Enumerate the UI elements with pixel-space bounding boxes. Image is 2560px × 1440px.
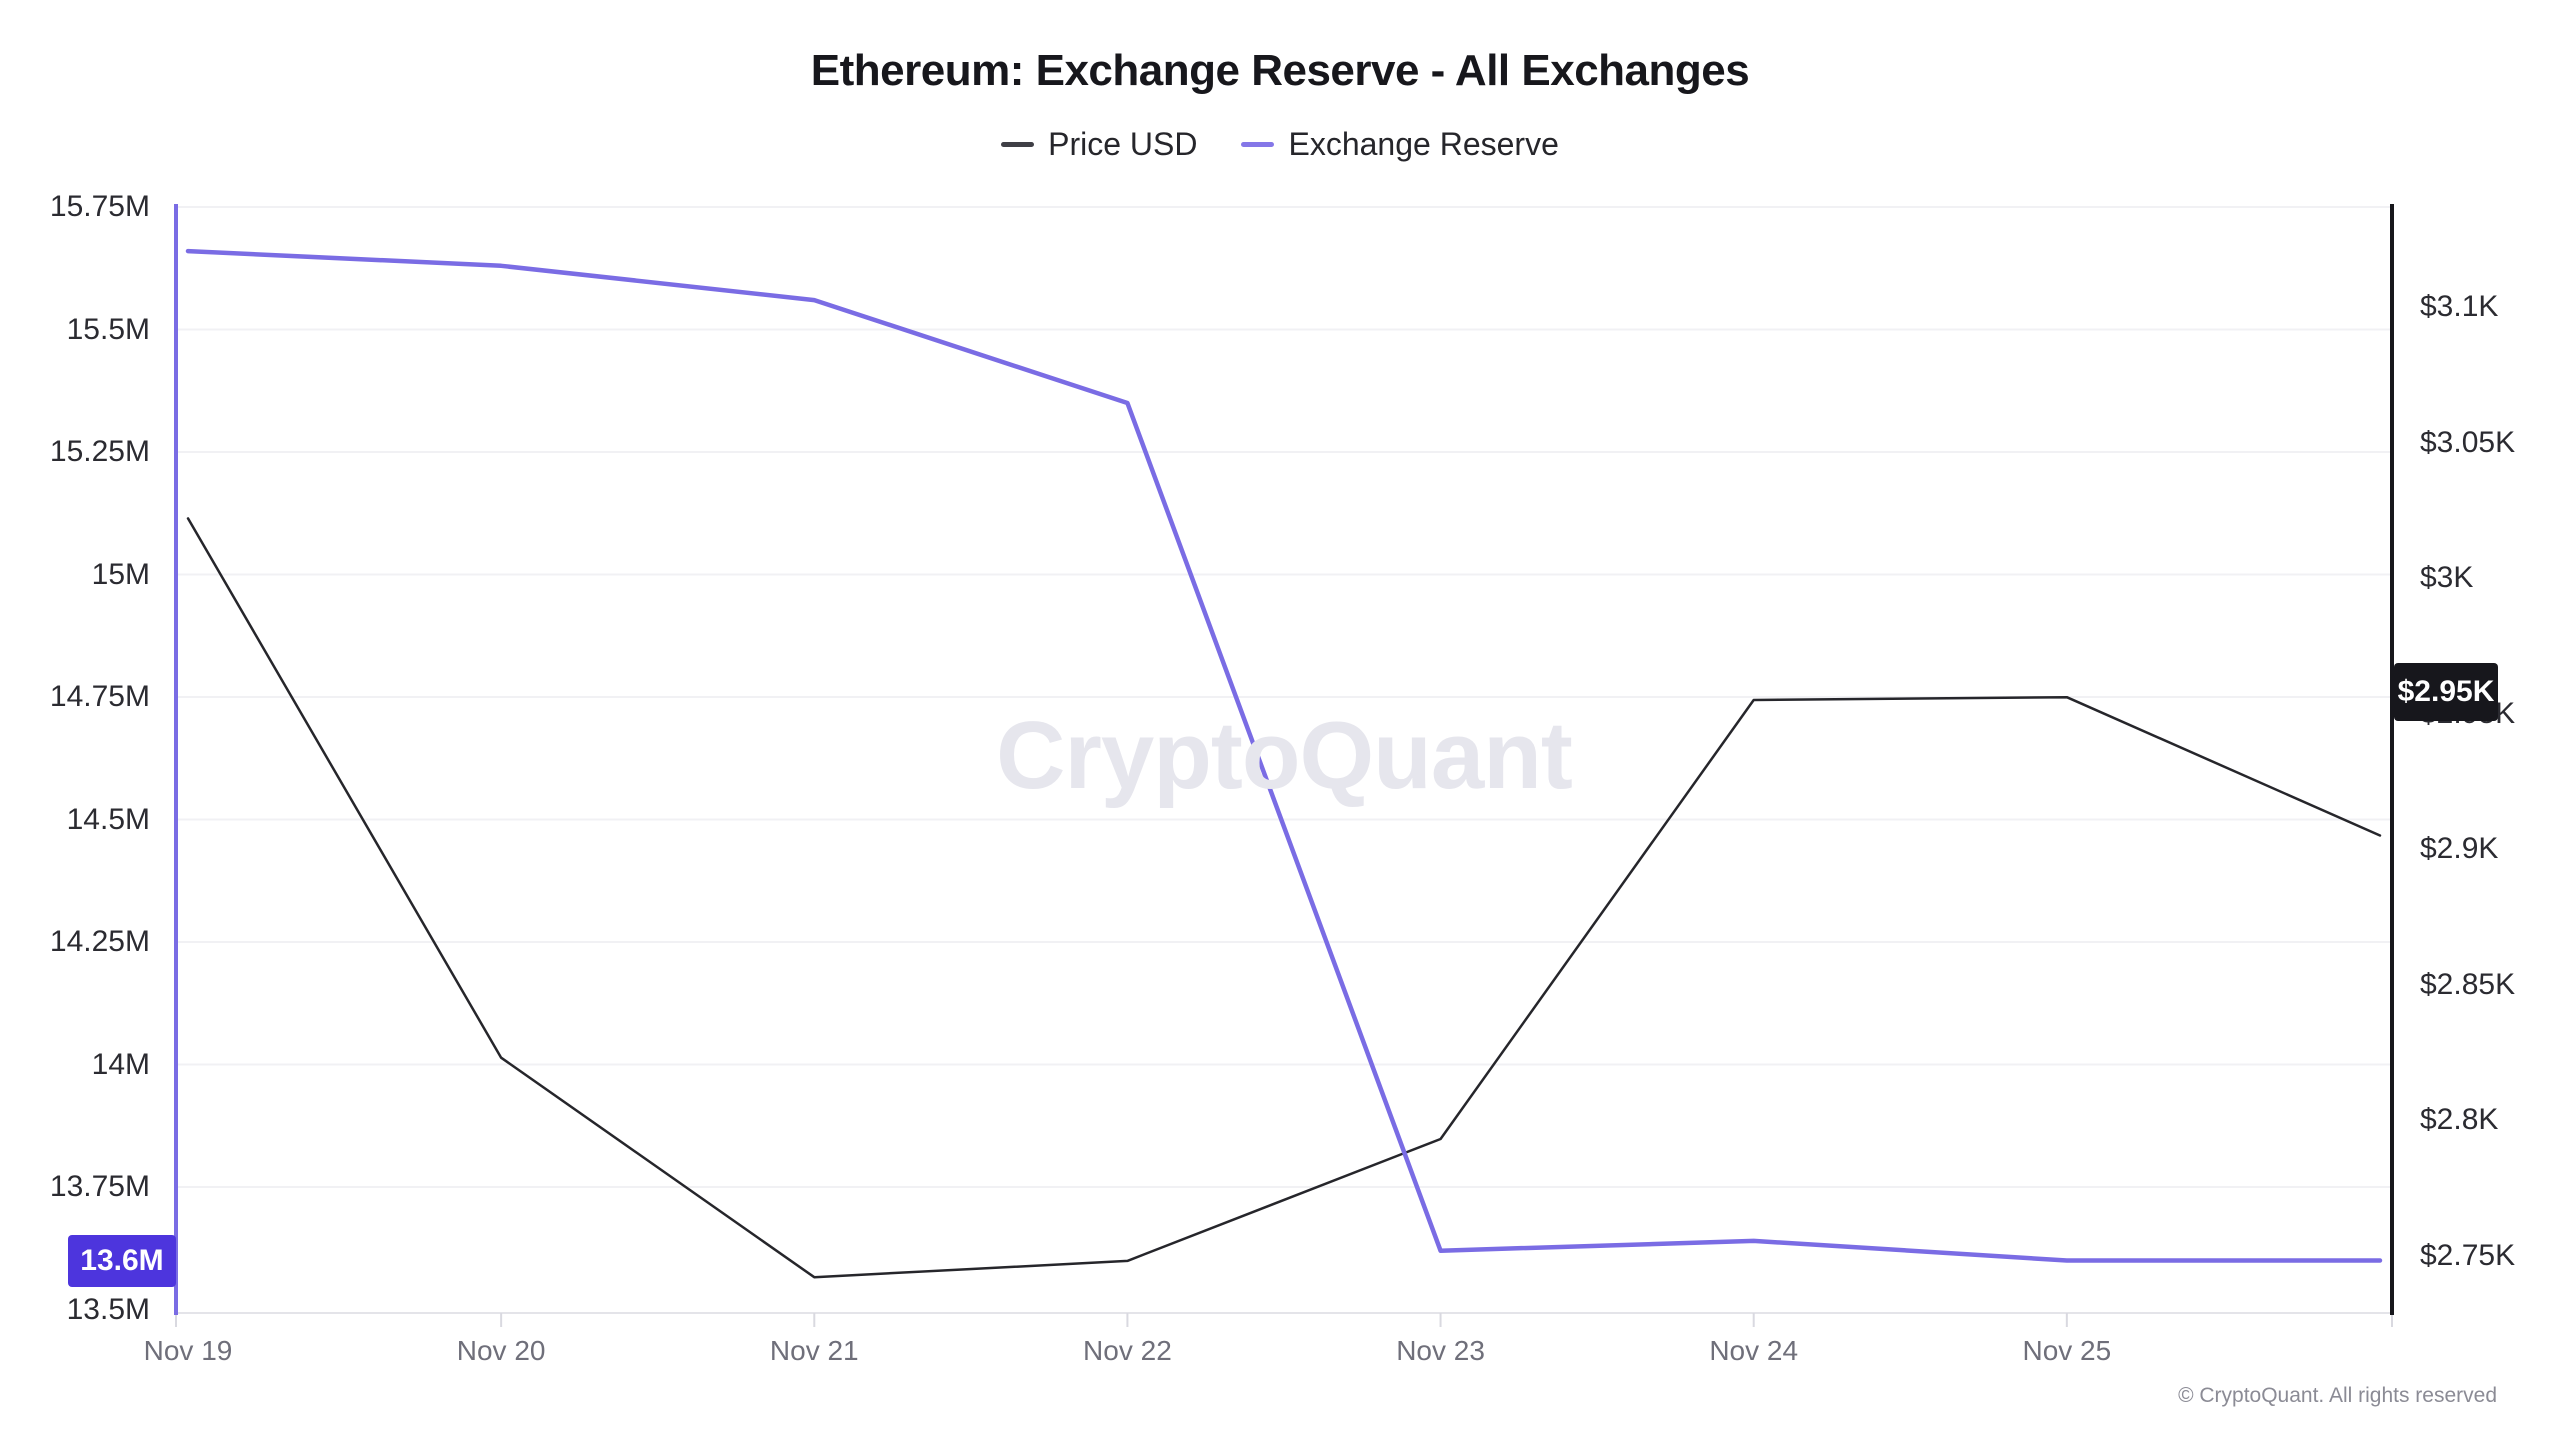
right-axis-tick-label: $2.75K [2420,1238,2516,1272]
legend: Price USD Exchange Reserve [0,126,2560,163]
price-current-value-badge: $2.95K [2394,662,2498,721]
price-line-swatch-icon [1001,142,1035,147]
left-axis-tick-label: 14.5M [66,802,150,836]
left-axis-tick-label: 14.25M [49,925,150,958]
right-axis-tick-label: $2.85K [2420,967,2516,1001]
right-axis-tick-label: $3.1K [2420,290,2499,323]
copyright-notice: © CryptoQuant. All rights reserved [2178,1384,2497,1407]
legend-item-price-usd[interactable]: Price USD [1001,126,1197,163]
reserve-line-swatch-icon [1241,142,1275,147]
x-axis-tick-label: Nov 19 [143,1335,233,1366]
x-axis-tick-label: Nov 21 [769,1335,859,1366]
left-axis-tick-label: 15M [91,557,150,591]
left-axis-tick-label: 15.75M [49,190,150,223]
exchange-reserve-line[interactable] [185,248,2383,1263]
left-axis-tick-label: 14M [91,1047,150,1081]
right-axis-tick-label: $3K [2420,561,2474,594]
x-axis-tick-label: Nov 20 [456,1335,546,1366]
left-axis-tick-label: 14.75M [49,680,150,713]
x-axis-tick-label: Nov 23 [1396,1335,1485,1366]
right-axis-tick-label: $2.9K [2420,832,2499,865]
x-axis-tick-label: Nov 22 [1083,1335,1172,1366]
left-axis-tick-label: 13.5M [66,1292,150,1326]
left-axis-tick-label: 13.75M [49,1170,150,1203]
x-axis-tick-label: Nov 24 [1709,1335,1799,1366]
right-axis-tick-label: $3.05K [2420,425,2516,459]
legend-item-exchange-reserve[interactable]: Exchange Reserve [1241,126,1559,163]
reserve-current-value-badge: 13.6M [68,1234,176,1287]
left-axis-tick-label: 15.25M [49,435,150,468]
cryptoquant-watermark: CryptoQuant [996,702,1573,809]
price-usd-line[interactable] [186,517,2382,1279]
right-axis-tick-label: $2.8K [2420,1103,2499,1136]
legend-label: Price USD [1048,126,1198,162]
left-axis-tick-label: 15.5M [66,312,150,346]
legend-label: Exchange Reserve [1288,126,1559,162]
x-axis-tick-label: Nov 25 [2022,1335,2112,1366]
chart-title: Ethereum: Exchange Reserve - All Exchang… [810,46,1750,95]
